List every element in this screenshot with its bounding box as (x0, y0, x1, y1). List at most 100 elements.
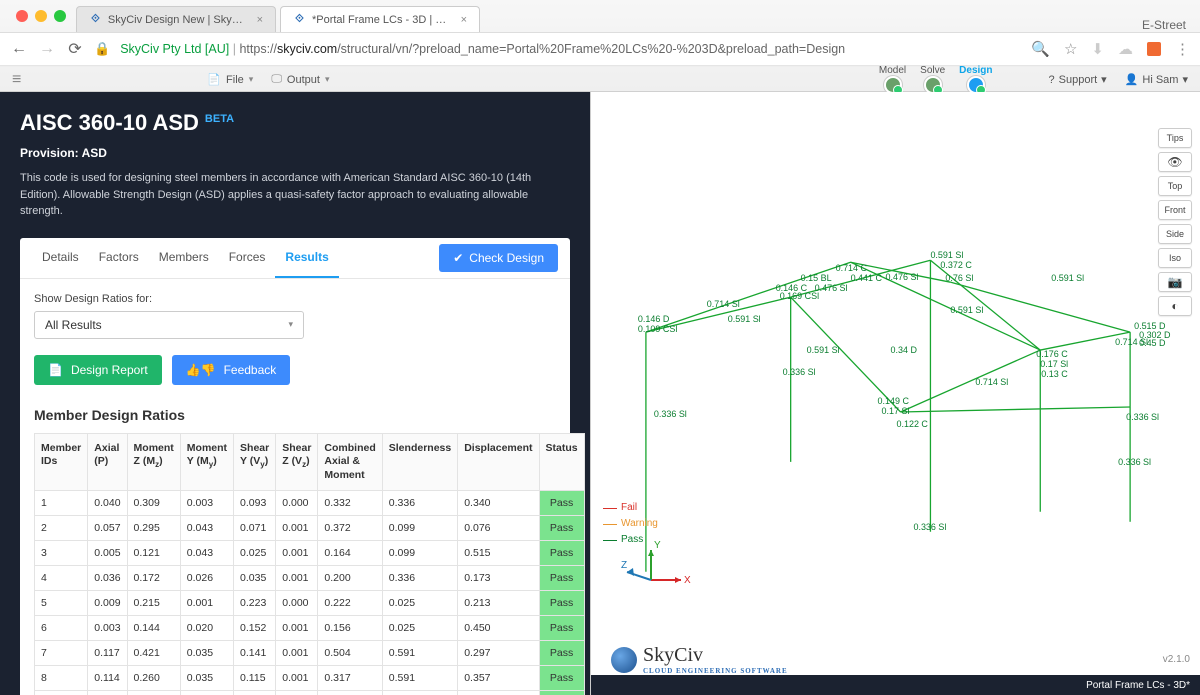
bookmark-icon[interactable]: ☆ (1064, 40, 1077, 58)
close-dot[interactable] (16, 10, 28, 22)
address-bar[interactable]: SkyCiv Pty Ltd [AU] | https://skyciv.com… (120, 42, 845, 56)
filter-select[interactable]: All Results▾ (34, 311, 304, 339)
design-tab-details[interactable]: Details (32, 238, 89, 278)
legend-item: Fail (603, 500, 658, 516)
design-tab-forces[interactable]: Forces (219, 238, 276, 278)
back-icon[interactable]: ← (10, 40, 28, 58)
node-label: 0.372 C (940, 260, 972, 270)
reload-icon[interactable]: ⟳ (66, 39, 84, 59)
col-header: Member IDs (35, 433, 88, 491)
feedback-button[interactable]: 👍👎 Feedback (172, 355, 291, 385)
output-menu[interactable]: 🖵Output▾ (271, 73, 329, 86)
table-row[interactable]: 90.2170.1950.0030.0130.0000.3910.1700.10… (35, 691, 585, 695)
3d-scene[interactable]: 0.146 D0.109 CSl0.336 Sl0.714 Sl0.591 Sl… (591, 92, 1200, 695)
table-row[interactable]: 50.0090.2150.0010.2230.0000.2220.0250.21… (35, 591, 585, 616)
node-label: 0.714 Sl (1115, 337, 1148, 347)
extension-icon[interactable] (1147, 42, 1161, 56)
view-tool-button[interactable]: Iso (1158, 248, 1192, 268)
table-row[interactable]: 70.1170.4210.0350.1410.0010.5040.5910.29… (35, 641, 585, 666)
status-badge: Pass (539, 641, 584, 666)
skyciv-logo: SkyCivCLOUD ENGINEERING SOFTWARE (611, 644, 788, 675)
node-label: 0.591 Sl (1051, 273, 1084, 283)
node-label: 0.336 Sl (913, 522, 946, 532)
status-badge: Pass (539, 591, 584, 616)
mode-tab-design[interactable]: Design (959, 65, 992, 94)
node-label: 0.714 C (836, 263, 868, 273)
provision-label: Provision: ASD (20, 146, 570, 160)
node-label: 0.441 C (851, 273, 883, 283)
download-icon[interactable]: ⬇ (1091, 40, 1104, 58)
search-icon[interactable]: 🔍 (1031, 40, 1050, 58)
col-header: Combined Axial & Moment (318, 433, 382, 491)
max-dot[interactable] (54, 10, 66, 22)
view-tool-button[interactable]: 📷 (1158, 272, 1192, 292)
table-row[interactable]: 10.0400.3090.0030.0930.0000.3320.3360.34… (35, 491, 585, 516)
code-title: AISC 360-10 ASD (20, 110, 199, 136)
svg-text:X: X (684, 575, 691, 586)
col-header: Moment Z (Mz) (127, 433, 180, 491)
extension-label: E-Street (1142, 10, 1200, 32)
check-design-button[interactable]: ✔ Check Design (439, 244, 558, 272)
node-label: 0.169 CSl (780, 291, 819, 301)
node-label: 0.122 C (896, 419, 928, 429)
mode-tab-model[interactable]: Model (879, 65, 906, 94)
mode-tab-solve[interactable]: Solve (920, 65, 945, 94)
forward-icon[interactable]: → (38, 40, 56, 58)
browser-tab[interactable]: ⟐*Portal Frame LCs - 3D | SkyC× (280, 6, 480, 32)
view-tool-button[interactable]: 👁 (1158, 152, 1192, 172)
view-tool-button[interactable]: Top (1158, 176, 1192, 196)
view-tool-button[interactable]: Front (1158, 200, 1192, 220)
design-tab-members[interactable]: Members (149, 238, 219, 278)
node-label: 0.15 BL (801, 273, 832, 283)
design-panel: AISC 360-10 ASD BETA Provision: ASD This… (0, 92, 590, 695)
table-row[interactable]: 40.0360.1720.0260.0350.0010.2000.3360.17… (35, 566, 585, 591)
support-menu[interactable]: ?Support▾ (1049, 73, 1107, 86)
node-label: 0.336 Sl (783, 367, 816, 377)
design-tab-factors[interactable]: Factors (89, 238, 149, 278)
node-label: 0.176 C (1036, 349, 1068, 359)
3d-viewer[interactable]: 0.146 D0.109 CSl0.336 Sl0.714 Sl0.591 Sl… (590, 92, 1200, 695)
col-header: Moment Y (My) (180, 433, 233, 491)
view-tool-button[interactable]: Tips (1158, 128, 1192, 148)
node-label: 0.336 Sl (654, 409, 687, 419)
node-label: 0.76 Sl (945, 273, 973, 283)
status-badge: Pass (539, 616, 584, 641)
window-traffic-lights (8, 0, 76, 22)
node-label: 0.591 Sl (728, 314, 761, 324)
node-label: 0.17 Sl (1040, 359, 1068, 369)
view-tool-button[interactable]: Side (1158, 224, 1192, 244)
table-row[interactable]: 80.1140.2600.0350.1150.0010.3170.5910.35… (35, 666, 585, 691)
col-header: Slenderness (382, 433, 457, 491)
cloud-icon[interactable]: ☁ (1118, 40, 1133, 58)
view-toolbar: Tips 👁 Top Front Side Iso 📷 ◐ (1158, 128, 1192, 316)
col-header: Shear Z (Vz) (276, 433, 318, 491)
status-badge: Pass (539, 541, 584, 566)
table-row[interactable]: 20.0570.2950.0430.0710.0010.3720.0990.07… (35, 516, 585, 541)
table-row[interactable]: 60.0030.1440.0200.1520.0010.1560.0250.45… (35, 616, 585, 641)
code-description: This code is used for designing steel me… (20, 170, 560, 220)
node-label: 0.714 Sl (975, 377, 1008, 387)
svg-text:Y: Y (654, 540, 661, 551)
design-tab-results[interactable]: Results (275, 238, 338, 278)
node-label: 0.476 Sl (886, 272, 919, 282)
node-label: 0.109 CSl (638, 324, 677, 334)
file-menu[interactable]: 📄File▾ (207, 73, 253, 86)
status-badge: Pass (539, 516, 584, 541)
view-tool-button[interactable]: ◐ (1158, 296, 1192, 316)
hamburger-icon[interactable]: ≡ (12, 71, 21, 89)
col-header: Displacement (458, 433, 539, 491)
col-header: Shear Y (Vy) (234, 433, 276, 491)
status-bar: Portal Frame LCs - 3D* (591, 675, 1200, 695)
node-label: 0.34 D (891, 345, 918, 355)
node-label: 0.591 Sl (930, 250, 963, 260)
menu-icon[interactable]: ⋮ (1175, 40, 1190, 58)
node-label: 0.476 Sl (815, 283, 848, 293)
design-tabs: DetailsFactorsMembersForcesResults ✔ Chec… (20, 238, 570, 279)
min-dot[interactable] (35, 10, 47, 22)
user-menu[interactable]: 👤Hi Sam▾ (1125, 73, 1188, 86)
browser-tab[interactable]: ⟐SkyCiv Design New | SkyCiv C× (76, 6, 276, 32)
node-label: 0.17 Sl (882, 406, 910, 416)
section-title: Member Design Ratios (34, 407, 556, 423)
design-report-button[interactable]: 📄 Design Report (34, 355, 162, 385)
table-row[interactable]: 30.0050.1210.0430.0250.0010.1640.0990.51… (35, 541, 585, 566)
